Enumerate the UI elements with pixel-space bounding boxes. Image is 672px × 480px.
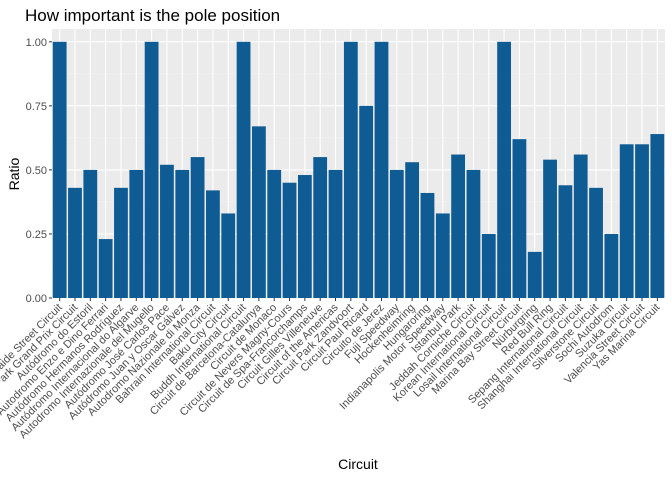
- y-axis: 0.00 0.25 0.50 0.75 1.00: [26, 37, 52, 305]
- bar: [543, 159, 557, 298]
- bar: [144, 41, 159, 299]
- bar: [251, 126, 266, 298]
- bar: [558, 185, 573, 298]
- bars: [52, 41, 665, 299]
- bar: [405, 162, 420, 298]
- bar: [267, 169, 282, 298]
- bar: [114, 187, 128, 298]
- bar: [83, 169, 98, 298]
- bar: [466, 169, 481, 298]
- bar: [343, 41, 358, 299]
- x-axis: Adelaide Street CircuitAlbert Park Grand…: [0, 298, 662, 441]
- y-tick-label: 0.75: [26, 101, 47, 113]
- bar: [650, 134, 665, 298]
- plot-panel: [52, 29, 665, 298]
- bar: [604, 233, 619, 298]
- bar: [206, 190, 220, 298]
- bar: [313, 157, 328, 298]
- bar: [129, 169, 144, 298]
- y-tick-label: 1.00: [26, 37, 47, 49]
- x-axis-title: Circuit: [338, 456, 378, 472]
- bar: [589, 187, 603, 298]
- bar: [282, 182, 297, 298]
- bar: [451, 154, 466, 298]
- chart-title: How important is the pole position: [25, 6, 280, 25]
- bar: [635, 144, 649, 298]
- y-tick-label: 0.00: [26, 293, 47, 305]
- bar: [481, 233, 496, 298]
- bar: [52, 41, 67, 299]
- bar: [420, 192, 435, 298]
- bar: [328, 169, 343, 298]
- bar: [68, 187, 82, 298]
- bar: [359, 105, 374, 298]
- bar: [98, 239, 113, 298]
- bar: [190, 157, 205, 298]
- bar: [527, 251, 542, 298]
- bar: [175, 169, 190, 298]
- y-tick-label: 0.25: [26, 229, 47, 241]
- y-tick-label: 0.50: [26, 165, 47, 177]
- bar: [619, 144, 634, 298]
- bar: [573, 154, 588, 298]
- bar: [512, 139, 527, 298]
- bar: [374, 41, 389, 299]
- y-axis-title: Ratio: [6, 157, 22, 190]
- bar: [297, 175, 312, 298]
- bar: [389, 169, 404, 298]
- bar: [221, 213, 236, 298]
- bar: [160, 164, 174, 298]
- bar: [236, 41, 251, 299]
- bar: [497, 41, 511, 299]
- bar: [435, 213, 450, 298]
